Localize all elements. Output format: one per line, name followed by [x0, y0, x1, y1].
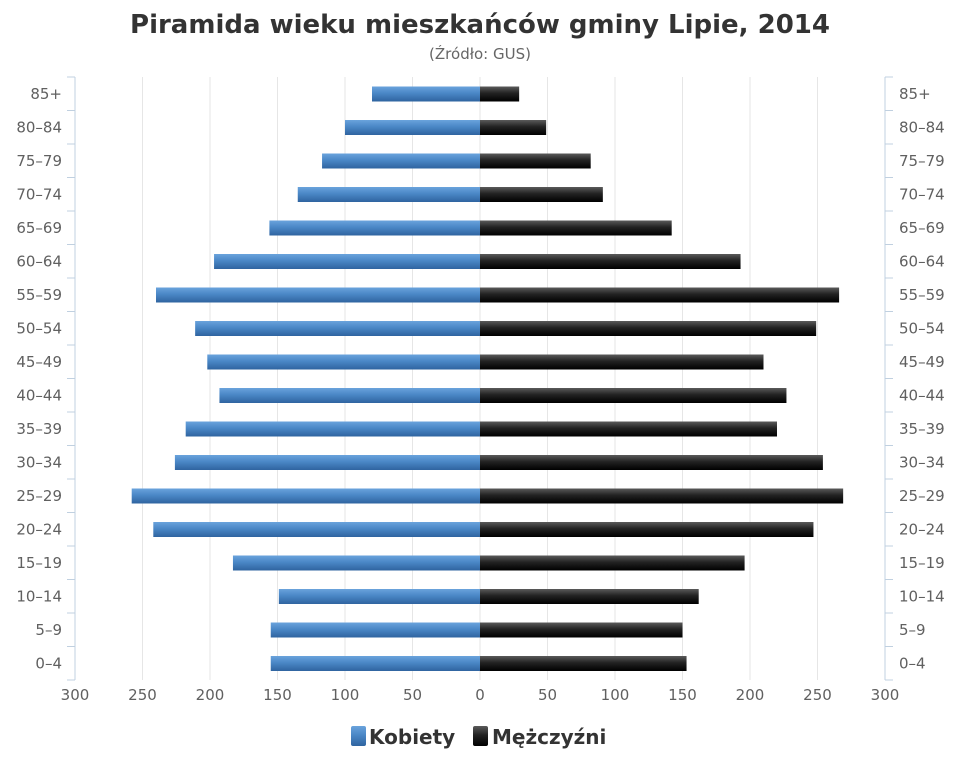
left-category-label: 65–69: [16, 219, 62, 237]
axis-labels: 85+ 85+ 80–84 80–84 75–79 75–79 70–74 70–74 65–6…: [16, 85, 944, 704]
chart-subtitle: (Źródło: GUS): [429, 44, 531, 63]
left-category-label: 10–14: [16, 588, 62, 606]
bar-mezczyzni[interactable]: [480, 254, 741, 269]
bar-kobiety[interactable]: [270, 622, 480, 638]
left-category-label: 55–59: [16, 286, 62, 304]
bar-kobiety[interactable]: [185, 421, 480, 437]
right-category-label: 25–29: [899, 487, 945, 505]
right-category-label: 0–4: [899, 655, 926, 673]
bar-kobiety[interactable]: [219, 388, 480, 403]
bar-mezczyzni[interactable]: [480, 388, 787, 403]
bar-mezczyzni[interactable]: [480, 321, 817, 336]
left-category-label: 5–9: [35, 621, 62, 639]
bar-kobiety[interactable]: [269, 220, 480, 236]
legend-label-kobiety[interactable]: Kobiety: [369, 725, 455, 749]
bar-mezczyzni[interactable]: [480, 86, 520, 102]
bar-kobiety[interactable]: [156, 287, 480, 303]
right-category-label: 10–14: [899, 588, 945, 606]
right-category-label: 50–54: [899, 320, 945, 338]
left-category-label: 45–49: [16, 353, 62, 371]
bar-kobiety[interactable]: [297, 187, 480, 202]
bar-kobiety[interactable]: [372, 86, 480, 102]
bar-mezczyzni[interactable]: [480, 120, 547, 135]
x-tick-label: 100: [331, 686, 360, 704]
left-category-label: 25–29: [16, 487, 62, 505]
x-tick-label: 250: [128, 686, 157, 704]
bar-mezczyzni[interactable]: [480, 622, 683, 638]
bars: [131, 86, 844, 671]
bar-kobiety[interactable]: [195, 321, 480, 336]
x-tick-label: 50: [403, 686, 422, 704]
chart-title: Piramida wieku mieszkańców gminy Lipie, …: [130, 10, 830, 40]
bar-mezczyzni[interactable]: [480, 187, 603, 202]
right-category-label: 75–79: [899, 152, 945, 170]
bar-kobiety[interactable]: [322, 153, 480, 169]
x-tick-label: 0: [475, 686, 485, 704]
bar-mezczyzni[interactable]: [480, 153, 591, 169]
left-category-label: 50–54: [16, 320, 62, 338]
bar-kobiety[interactable]: [174, 455, 480, 470]
x-tick-label: 200: [736, 686, 765, 704]
right-category-label: 35–39: [899, 420, 945, 438]
right-category-label: 85+: [899, 85, 931, 103]
bar-mezczyzni[interactable]: [480, 455, 823, 470]
x-tick-label: 100: [601, 686, 630, 704]
bar-kobiety[interactable]: [153, 522, 481, 537]
right-category-label: 45–49: [899, 353, 945, 371]
left-category-label: 20–24: [16, 521, 62, 539]
legend[interactable]: Kobiety Mężczyźni: [351, 725, 606, 749]
x-tick-label: 200: [196, 686, 225, 704]
left-category-label: 70–74: [16, 186, 62, 204]
bar-kobiety[interactable]: [214, 254, 481, 269]
right-category-label: 70–74: [899, 186, 945, 204]
left-category-label: 60–64: [16, 253, 62, 271]
bar-kobiety[interactable]: [278, 589, 480, 604]
right-category-label: 80–84: [899, 119, 945, 137]
x-tick-label: 150: [668, 686, 697, 704]
right-category-label: 55–59: [899, 286, 945, 304]
left-category-label: 15–19: [16, 554, 62, 572]
bar-mezczyzni[interactable]: [480, 488, 844, 504]
x-tick-label: 300: [61, 686, 90, 704]
right-category-label: 15–19: [899, 554, 945, 572]
right-category-label: 60–64: [899, 253, 945, 271]
bar-mezczyzni[interactable]: [480, 421, 777, 437]
left-category-label: 40–44: [16, 387, 62, 405]
bar-kobiety[interactable]: [207, 354, 481, 370]
left-category-label: 35–39: [16, 420, 62, 438]
right-category-label: 65–69: [899, 219, 945, 237]
bar-kobiety[interactable]: [131, 488, 480, 504]
legend-symbol-kobiety: [351, 726, 366, 746]
x-tick-label: 150: [263, 686, 292, 704]
left-category-label: 30–34: [16, 454, 62, 472]
left-category-label: 80–84: [16, 119, 62, 137]
bar-mezczyzni[interactable]: [480, 354, 764, 370]
right-category-label: 30–34: [899, 454, 945, 472]
bar-mezczyzni[interactable]: [480, 555, 745, 571]
bar-kobiety[interactable]: [232, 555, 480, 571]
right-category-label: 40–44: [899, 387, 945, 405]
x-tick-label: 50: [538, 686, 557, 704]
bar-mezczyzni[interactable]: [480, 656, 687, 671]
left-category-label: 85+: [30, 85, 62, 103]
bar-mezczyzni[interactable]: [480, 287, 840, 303]
left-category-label: 75–79: [16, 152, 62, 170]
bar-kobiety[interactable]: [270, 656, 480, 671]
bar-mezczyzni[interactable]: [480, 522, 814, 537]
x-tick-label: 250: [803, 686, 832, 704]
x-tick-label: 300: [871, 686, 900, 704]
bar-kobiety[interactable]: [345, 120, 480, 135]
legend-symbol-mezczyzni: [473, 726, 488, 746]
grid-lines: [67, 76, 893, 681]
right-category-label: 20–24: [899, 521, 945, 539]
bar-mezczyzni[interactable]: [480, 220, 672, 236]
bar-mezczyzni[interactable]: [480, 589, 699, 604]
right-category-label: 5–9: [899, 621, 926, 639]
left-category-label: 0–4: [35, 655, 62, 673]
legend-label-mezczyzni[interactable]: Mężczyźni: [492, 725, 606, 749]
